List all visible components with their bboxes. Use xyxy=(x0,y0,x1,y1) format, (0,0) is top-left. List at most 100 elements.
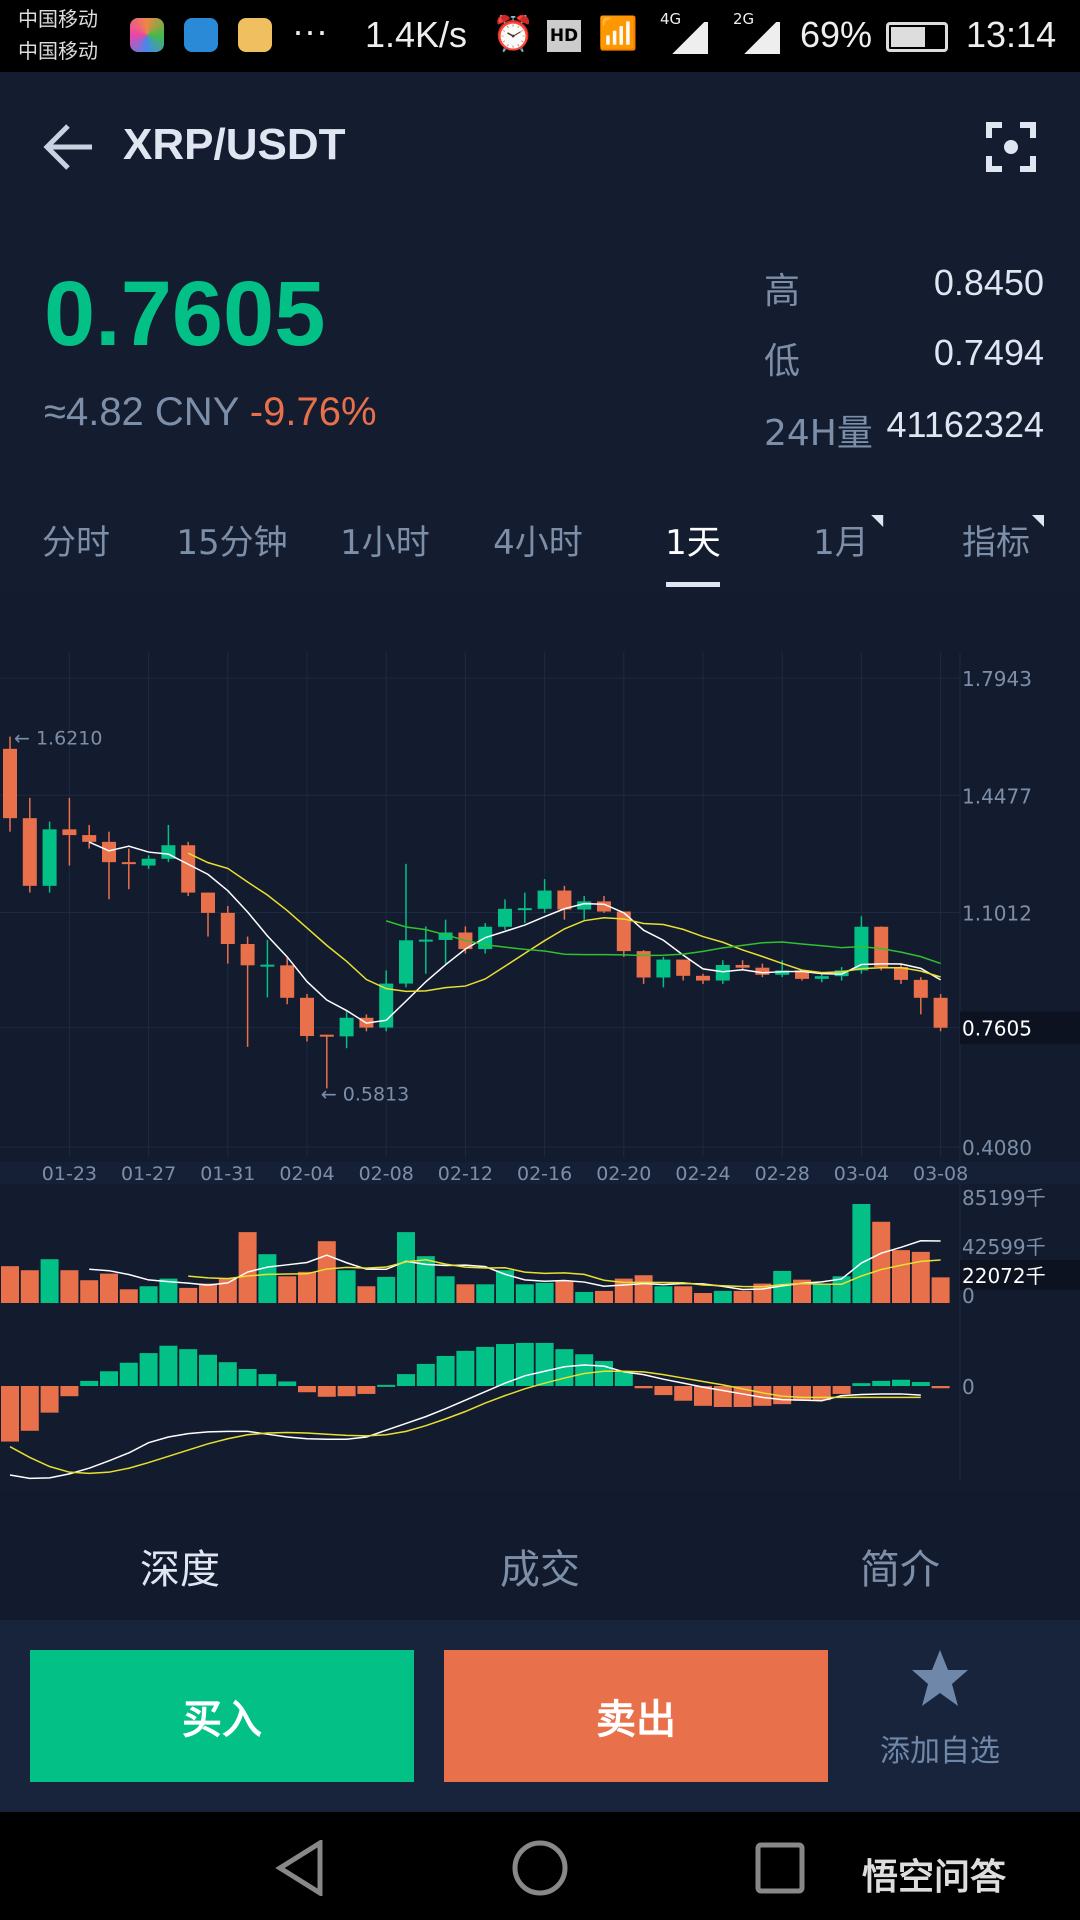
macd-bar xyxy=(793,1386,811,1401)
volume-bar xyxy=(436,1276,455,1303)
candle-body xyxy=(240,944,255,966)
candle-body xyxy=(22,818,37,886)
sell-button[interactable]: 卖出 xyxy=(444,1650,828,1782)
volume-bar xyxy=(476,1284,495,1303)
macd-bar xyxy=(80,1380,99,1386)
buy-button[interactable]: 买入 xyxy=(30,1650,414,1782)
macd-bar xyxy=(694,1386,712,1406)
volume-bar xyxy=(496,1270,514,1303)
star-icon xyxy=(912,1650,968,1706)
macd-bar xyxy=(832,1386,851,1394)
volume-bar xyxy=(456,1284,475,1303)
macd-bar xyxy=(416,1363,435,1386)
volume-bar xyxy=(931,1277,950,1303)
change-percent: -9.76% xyxy=(249,390,377,434)
candle-body xyxy=(735,964,750,968)
tab-15min[interactable]: 15分钟 xyxy=(176,523,288,563)
volume-bar xyxy=(278,1276,297,1303)
macd-bar xyxy=(892,1379,910,1386)
volume-bar xyxy=(159,1278,178,1303)
candle-body xyxy=(121,862,136,865)
volume-bar xyxy=(575,1291,594,1303)
macd-bar xyxy=(634,1386,653,1389)
last-price-label: 0.7605 xyxy=(962,1017,1032,1041)
candle-body xyxy=(438,932,453,940)
candle-body xyxy=(517,908,532,911)
macd-bar xyxy=(377,1384,396,1387)
kline-svg[interactable]: 1.7943 1.4477 1.1012 0.7605 0.4080 ← 1.6210 ← … xyxy=(0,592,1080,1492)
candle-body xyxy=(260,964,275,967)
volume-bar xyxy=(298,1271,316,1303)
macd-bar xyxy=(1,1386,19,1442)
tab-4hour[interactable]: 4小时 xyxy=(493,523,583,563)
volume-bar xyxy=(773,1270,792,1303)
candle-body xyxy=(557,890,572,910)
candle-body xyxy=(42,829,57,886)
date-tick-label: 02-08 xyxy=(359,1163,414,1185)
tab-1day[interactable]: 1天 xyxy=(665,523,721,563)
volume-bar xyxy=(416,1256,435,1303)
volume-tick-label: 0 xyxy=(962,1284,975,1308)
date-axis-band xyxy=(0,1162,1080,1184)
tab-indicators-label: 指标 xyxy=(962,523,1030,563)
tab-timeshare[interactable]: 分时 xyxy=(42,523,110,563)
volume-bar xyxy=(674,1286,693,1303)
volume-bar xyxy=(892,1250,910,1303)
page-title: XRP/USDT xyxy=(123,120,346,169)
candle-body xyxy=(300,997,314,1037)
tab-1month-label: 1月 xyxy=(813,523,869,563)
fullscreen-icon[interactable] xyxy=(986,122,1036,172)
status-bar: 中国移动 中国移动 ··· 1.4K/s ⏰ HD 📶 4G 2G 69% 13… xyxy=(0,0,1080,72)
app-notification-icon xyxy=(130,18,164,52)
volume-bar xyxy=(793,1279,811,1303)
volume-bar xyxy=(317,1241,336,1303)
volume-bar xyxy=(733,1290,752,1303)
macd-bar xyxy=(535,1342,554,1386)
price-cny: ≈4.82 CNY -9.76% xyxy=(44,390,377,435)
volume-bar xyxy=(119,1289,138,1303)
tab-depth[interactable]: 深度 xyxy=(140,1547,220,1593)
min-price-marker: ← 0.5813 xyxy=(321,1083,409,1105)
candle-body xyxy=(894,967,908,980)
tab-trades[interactable]: 成交 xyxy=(500,1547,580,1593)
max-price-marker: ← 1.6210 xyxy=(14,728,102,750)
volume-bar xyxy=(812,1284,831,1303)
candle-body xyxy=(676,959,691,976)
volume-bar xyxy=(535,1282,554,1303)
macd-bar xyxy=(60,1386,79,1397)
volume-tick-label: 85199千 xyxy=(962,1186,1046,1210)
volume-bar xyxy=(634,1275,653,1303)
macd-bar xyxy=(436,1355,455,1386)
volume-bar xyxy=(357,1286,376,1303)
volume-value: 41162324 xyxy=(886,404,1045,445)
candle-body xyxy=(755,967,770,975)
macd-bar xyxy=(674,1386,693,1401)
macd-dea-line xyxy=(9,1370,921,1475)
kline-chart[interactable]: 1.7943 1.4477 1.1012 0.7605 0.4080 ← 1.6210 ← … xyxy=(0,592,1080,1492)
volume-bar xyxy=(515,1284,534,1303)
volume-bar xyxy=(694,1293,712,1303)
volume-last-label: 22072千 xyxy=(962,1264,1046,1288)
macd-bar xyxy=(337,1386,356,1397)
tab-intro[interactable]: 简介 xyxy=(860,1547,940,1593)
home-nav-icon[interactable] xyxy=(512,1840,568,1896)
tab-indicators[interactable]: 指标 xyxy=(962,515,1044,564)
add-favorite-button[interactable]: 添加自选 xyxy=(860,1648,1020,1788)
low-label: 低 xyxy=(764,341,801,382)
volume-bar xyxy=(80,1280,99,1303)
date-tick-label: 01-23 xyxy=(42,1163,97,1185)
arrow-left-icon[interactable] xyxy=(42,122,96,172)
volume-bar xyxy=(555,1280,574,1303)
tab-1hour[interactable]: 1小时 xyxy=(340,523,430,563)
macd-bar xyxy=(179,1349,198,1386)
signal-icon xyxy=(668,22,708,54)
tab-1month[interactable]: 1月 xyxy=(813,515,883,564)
macd-bar xyxy=(357,1386,376,1394)
navigation-bar: 悟空问答 xyxy=(0,1812,1080,1920)
dropdown-triangle-icon xyxy=(1032,515,1044,527)
recents-nav-icon[interactable] xyxy=(755,1842,805,1894)
bottom-tabs xyxy=(0,1492,1080,1620)
macd-dif-line xyxy=(9,1364,921,1480)
volume-bar xyxy=(911,1251,930,1303)
back-nav-icon[interactable] xyxy=(275,1840,325,1896)
